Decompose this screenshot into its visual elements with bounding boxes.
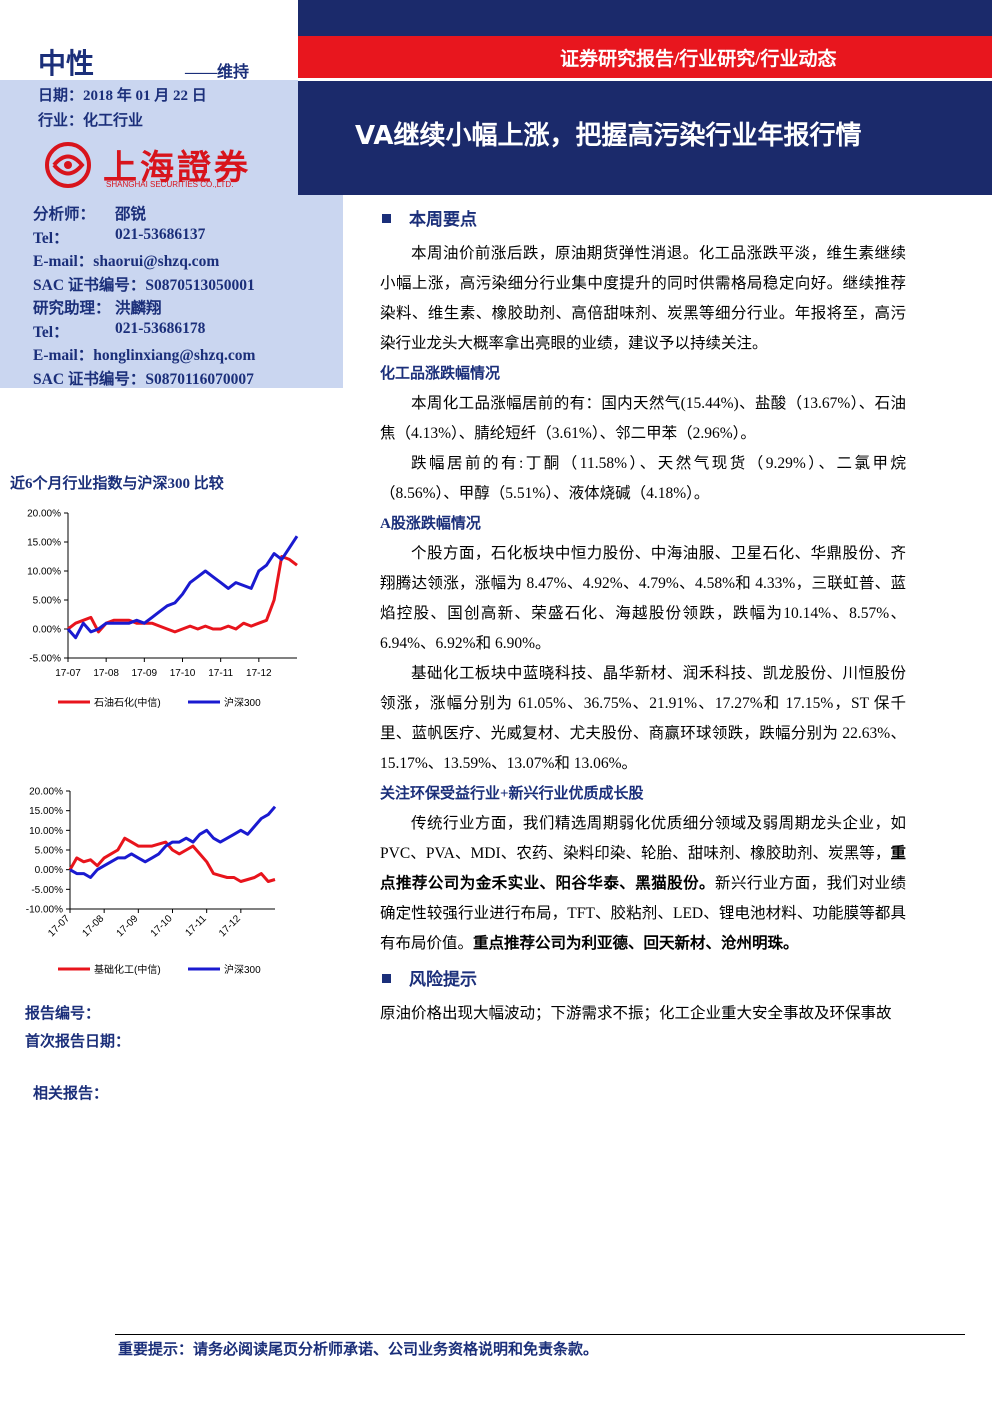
y-tick-label: -5.00% bbox=[31, 885, 63, 896]
x-tick-label: 17-11 bbox=[183, 913, 209, 939]
company-en: SHANGHAI SECURITIES CO.,LTD. bbox=[106, 180, 234, 189]
sub-heading: A股涨跌幅情况 bbox=[380, 516, 481, 532]
y-tick-label: 20.00% bbox=[29, 787, 63, 798]
y-tick-label: 5.00% bbox=[35, 846, 63, 857]
analyst-row: E-mail：shaorui@shzq.com bbox=[33, 249, 219, 271]
x-tick-label: 17-09 bbox=[132, 668, 158, 679]
paragraph: 个股方面，石化板块中恒力股份、中海油服、卫星石化、华鼎股份、齐翔腾达领涨，涨幅为… bbox=[380, 545, 906, 652]
y-tick-label: 5.00% bbox=[33, 596, 61, 607]
section-heading: 风险提示 bbox=[380, 965, 906, 995]
industry: 行业：化工行业 bbox=[38, 113, 144, 129]
date: 日期：2018 年 01 月 22 日 bbox=[38, 88, 207, 104]
x-tick-label: 17-09 bbox=[115, 913, 141, 939]
paragraph: 原油价格出现大幅波动；下游需求不振；化工企业重大安全事故及环保事故 bbox=[380, 1005, 892, 1022]
legend-label: 沪深300 bbox=[224, 963, 261, 976]
section-title: 风险提示 bbox=[409, 970, 477, 989]
analyst-value: shaorui@shzq.com bbox=[93, 253, 220, 270]
y-tick-label: 15.00% bbox=[29, 806, 63, 817]
legend-label: 石油石化(中信) bbox=[94, 696, 161, 709]
series-line bbox=[68, 836, 276, 883]
analyst-value: S0870513050001 bbox=[145, 276, 255, 294]
analyst-row: SAC 证书编号：S0870513050001 bbox=[33, 273, 255, 295]
analyst-label: 分析师： bbox=[33, 206, 96, 223]
section-title: 本周要点 bbox=[409, 210, 477, 229]
series-line bbox=[69, 805, 277, 879]
analyst-label: E-mail： bbox=[33, 253, 94, 270]
y-tick-label: 0.00% bbox=[33, 625, 61, 636]
header-band bbox=[298, 0, 992, 195]
analyst-label: Tel： bbox=[33, 323, 69, 341]
analyst-label: E-mail： bbox=[33, 347, 94, 364]
y-tick-label: 20.00% bbox=[27, 509, 61, 520]
analyst-row: 分析师： 邵锐 bbox=[33, 202, 146, 224]
x-tick-label: 17-10 bbox=[170, 668, 196, 679]
rating-action: ——维持 bbox=[185, 64, 250, 81]
analyst-label: 研究助理： bbox=[33, 300, 111, 317]
y-tick-label: 0.00% bbox=[35, 865, 63, 876]
x-tick-label: 17-07 bbox=[55, 668, 81, 679]
legend-label: 基础化工(中信) bbox=[94, 963, 161, 976]
bold-text: 重点推荐公司为金禾实业、阳谷华泰、黑猫股份。 bbox=[380, 845, 906, 892]
legend-label: 沪深300 bbox=[224, 696, 261, 709]
section-heading: 本周要点 bbox=[380, 205, 906, 235]
rating: 中性 bbox=[38, 49, 95, 80]
y-tick-label: -10.00% bbox=[26, 905, 63, 916]
analyst-value: 021-53686137 bbox=[115, 225, 206, 243]
company-name: 上海證券 bbox=[103, 150, 251, 187]
footer-note: 重要提示：请务必阅读尾页分析师承诺、公司业务资格说明和免责条款。 bbox=[118, 1342, 599, 1358]
logo-mark bbox=[45, 142, 91, 188]
related-reports: 相关报告： bbox=[33, 1086, 109, 1102]
series-line bbox=[66, 535, 299, 640]
body: 本周要点 本周油价前涨后跌，原油期货弹性消退。化工品涨跌平淡，维生素继续小幅上涨… bbox=[380, 203, 906, 1029]
analyst-row: 研究助理： 洪麟翔 bbox=[33, 296, 162, 318]
header-red-band bbox=[298, 36, 992, 81]
paragraph: 基础化工板块中蓝晓科技、晶华新材、润禾科技、凯龙股份、川恒股份领涨，涨幅分别为 … bbox=[380, 665, 906, 772]
text: 传统行业方面，我们精选周期弱化优质细分领域及弱周期龙头企业，如 PVC、PVA、… bbox=[380, 815, 906, 862]
analyst-value: 洪麟翔 bbox=[115, 300, 162, 317]
report-no: 报告编号： bbox=[25, 1006, 101, 1022]
paragraph: 传统行业方面，我们精选周期弱化优质细分领域及弱周期龙头企业，如 PVC、PVA、… bbox=[380, 809, 906, 959]
analyst-row: E-mail：honglinxiang@shzq.com bbox=[33, 343, 255, 365]
analyst-value: S0870116070007 bbox=[145, 370, 254, 388]
sub-heading: 化工品涨跌幅情况 bbox=[380, 366, 501, 382]
x-tick-label: 17-07 bbox=[46, 913, 72, 939]
analyst-row: Tel： 021-53686137 bbox=[33, 226, 205, 248]
x-tick-label: 17-08 bbox=[93, 668, 119, 679]
analyst-label: SAC 证书编号： bbox=[33, 370, 146, 388]
analyst-value: 021-53686178 bbox=[115, 319, 206, 337]
analyst-value: 邵锐 bbox=[115, 206, 147, 223]
paragraph: 跌幅居前的有:丁酮（11.58%）、天然气现货（9.29%）、二氯甲烷（8.56… bbox=[380, 455, 906, 502]
x-tick-label: 17-08 bbox=[80, 913, 106, 939]
footer-rule bbox=[115, 1334, 965, 1335]
x-tick-label: 17-10 bbox=[149, 913, 175, 939]
paragraph: 本周化工品涨幅居前的有：国内天然气(15.44%)、盐酸（13.67%）、石油焦… bbox=[380, 395, 906, 442]
analyst-value: honglinxiang@shzq.com bbox=[93, 347, 256, 364]
bold-text: 重点推荐公司为利亚德、回天新材、沧州明珠。 bbox=[473, 935, 799, 952]
analyst-label: SAC 证书编号： bbox=[33, 276, 146, 294]
analyst-row: SAC 证书编号：S0870116070007 bbox=[33, 367, 254, 389]
report-title: VA继续小幅上涨，把握高污染行业年报行情 bbox=[355, 121, 862, 151]
y-tick-label: 10.00% bbox=[27, 567, 61, 578]
x-tick-label: 17-12 bbox=[217, 913, 243, 939]
y-tick-label: 15.00% bbox=[27, 538, 61, 549]
chart-title: 近6个月行业指数与沪深300 比较 bbox=[10, 476, 224, 492]
y-tick-label: 10.00% bbox=[29, 826, 63, 837]
charts: -5.00% 0.00% 5.00% 10.00% 15.00% 20.00% 17-07 1… bbox=[26, 509, 299, 976]
x-tick-label: 17-11 bbox=[208, 668, 233, 679]
paragraph: 本周油价前涨后跌，原油期货弹性消退。化工品涨跌平淡，维生素继续小幅上涨，高污染细… bbox=[380, 245, 906, 352]
text: 新兴行业方面，我们对业绩确定性较强行业进行布局，TFT、胶粘剂、LED、锂电池材… bbox=[380, 875, 906, 952]
report-type: 证券研究报告/行业研究/行业动态 bbox=[560, 49, 837, 70]
first-date: 首次报告日期： bbox=[25, 1034, 131, 1050]
analyst-row: Tel： 021-53686178 bbox=[33, 320, 205, 342]
analyst-panel bbox=[0, 195, 343, 388]
analyst-label: Tel： bbox=[33, 229, 69, 247]
x-tick-label: 17-12 bbox=[246, 668, 272, 679]
sub-heading: 关注环保受益行业+新兴行业优质成长股 bbox=[380, 786, 644, 802]
y-tick-label: -5.00% bbox=[29, 654, 61, 665]
